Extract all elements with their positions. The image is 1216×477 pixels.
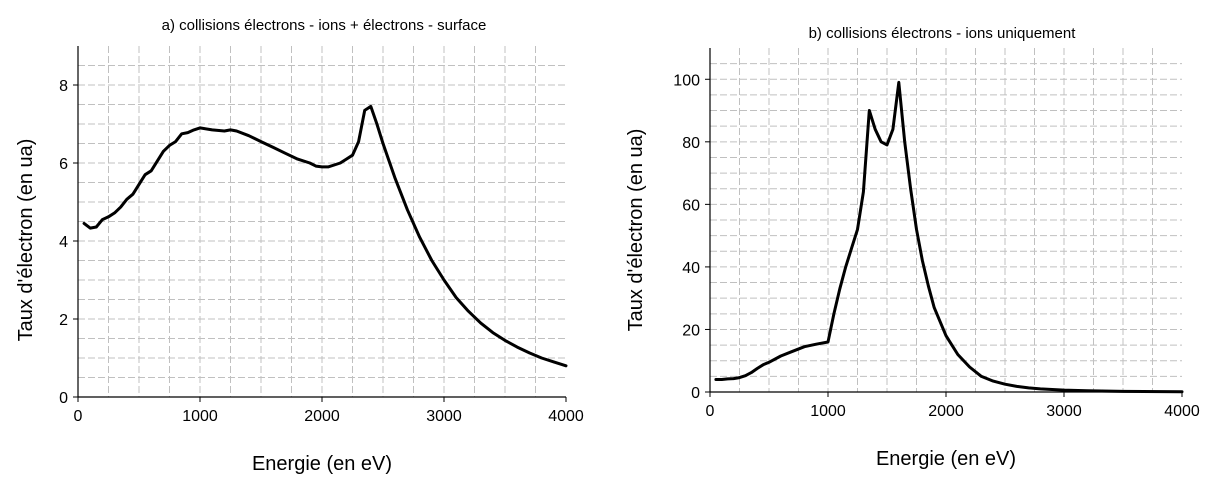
chart-b: b) collisions électrons - ions uniquemen… xyxy=(625,25,1200,470)
chart-b-tick-labels: 0 1000 2000 3000 4000 0 20 40 60 80 100 xyxy=(673,72,1200,420)
chart-b-title: b) collisions électrons - ions uniquemen… xyxy=(809,25,1077,42)
chart-b-xtick-label-3: 3000 xyxy=(1046,403,1082,420)
chart-a-ylabel: Taux d'électron (en ua) xyxy=(15,139,37,342)
chart-a-ytick-label-1: 2 xyxy=(59,312,68,329)
chart-a-xtick-label-3: 3000 xyxy=(426,408,462,425)
chart-b-xtick-label-4: 4000 xyxy=(1164,403,1200,420)
chart-b-ytick-label-0: 0 xyxy=(691,385,700,402)
chart-b-xtick-label-0: 0 xyxy=(706,403,715,420)
chart-b-ytick-label-3: 60 xyxy=(682,197,700,214)
chart-a-xtick-label-1: 1000 xyxy=(182,408,218,425)
chart-a-ytick-label-2: 4 xyxy=(59,234,68,251)
chart-b-xtick-label-2: 2000 xyxy=(928,403,964,420)
chart-a-ytick-label-0: 0 xyxy=(59,390,68,407)
chart-a-xtick-label-0: 0 xyxy=(74,408,83,425)
chart-a-ytick-label-3: 6 xyxy=(59,156,68,173)
chart-b-ytick-label-5: 100 xyxy=(673,72,700,89)
chart-a-grid xyxy=(78,46,566,397)
chart-b-ytick-label-1: 20 xyxy=(682,322,700,339)
chart-a-xtick-label-2: 2000 xyxy=(304,408,340,425)
chart-b-xlabel: Energie (en eV) xyxy=(876,448,1016,470)
chart-a-xtick-label-4: 4000 xyxy=(548,408,584,425)
chart-a: a) collisions électrons - ions + électro… xyxy=(15,17,584,475)
chart-b-ytick-label-2: 40 xyxy=(682,260,700,277)
chart-a-ytick-label-4: 8 xyxy=(59,78,68,95)
chart-a-title: a) collisions électrons - ions + électro… xyxy=(162,17,487,34)
chart-b-ytick-label-4: 80 xyxy=(682,135,700,152)
chart-a-series-line xyxy=(84,106,566,365)
chart-b-xtick-label-1: 1000 xyxy=(810,403,846,420)
chart-a-xlabel: Energie (en eV) xyxy=(252,453,392,475)
chart-b-ylabel: Taux d'électron (en ua) xyxy=(625,129,647,332)
chart-a-ticks xyxy=(73,85,566,402)
chart-b-grid xyxy=(710,48,1182,392)
chart-b-ticks xyxy=(705,79,1182,397)
